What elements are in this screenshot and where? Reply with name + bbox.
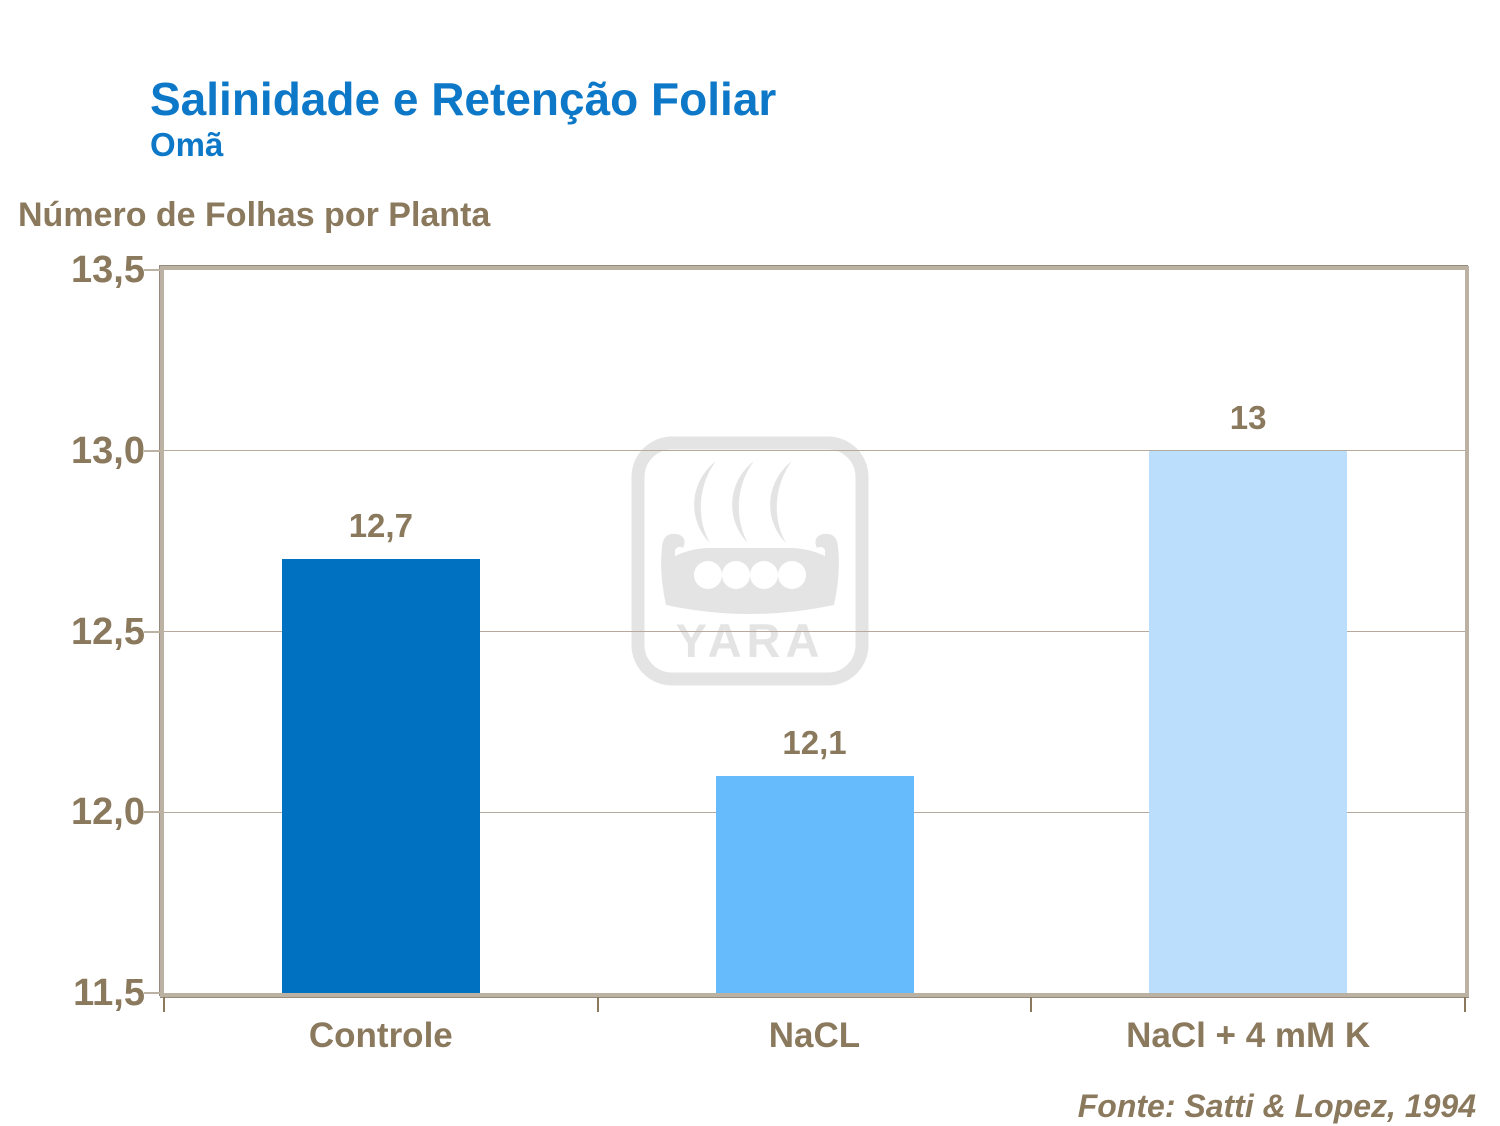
bar-value-label: 12,7	[348, 507, 413, 545]
x-tick-mark	[163, 997, 165, 1012]
source-citation: Fonte: Satti & Lopez, 1994	[1077, 1088, 1476, 1124]
x-tick-mark	[596, 997, 599, 1012]
bar-NaCL	[715, 776, 914, 993]
y-tick-mark	[144, 630, 160, 633]
viking-ship-icon: YARA	[631, 436, 869, 686]
y-tick-label: 13,5	[71, 249, 145, 291]
x-tick-mark	[1030, 997, 1033, 1012]
y-tick-mark	[144, 811, 160, 814]
gridline	[164, 450, 1465, 452]
plot-area: YARA 12,7 12,1 13	[160, 266, 1469, 997]
yara-wordmark: YARA	[676, 614, 825, 667]
yara-logo-watermark: YARA	[631, 436, 869, 686]
y-tick-label: 12,0	[71, 791, 145, 834]
x-category-label: Controle	[308, 1016, 453, 1055]
y-axis-title: Número de Folhas por Planta	[18, 196, 491, 234]
page-title: Salinidade e Retenção Foliar	[150, 73, 777, 125]
bar-value-label: 13	[1229, 398, 1267, 436]
y-tick-label: 13,0	[71, 429, 145, 472]
y-tick-label: 12,5	[71, 610, 145, 653]
page-subtitle: Omã	[150, 126, 224, 163]
gridline	[164, 631, 1465, 632]
bar-Controle	[281, 559, 480, 993]
bar-value-label: 12,1	[782, 724, 847, 762]
y-tick-label: 11,5	[73, 972, 145, 1014]
x-category-label: NaCl + 4 mM K	[1126, 1016, 1371, 1055]
x-tick-mark	[1464, 997, 1466, 1012]
y-tick-mark	[144, 992, 160, 994]
y-tick-mark	[144, 449, 160, 452]
y-tick-mark	[144, 269, 160, 271]
x-category-label: NaCL	[768, 1016, 861, 1055]
bar-NaCl + 4 mM K	[1149, 450, 1348, 993]
